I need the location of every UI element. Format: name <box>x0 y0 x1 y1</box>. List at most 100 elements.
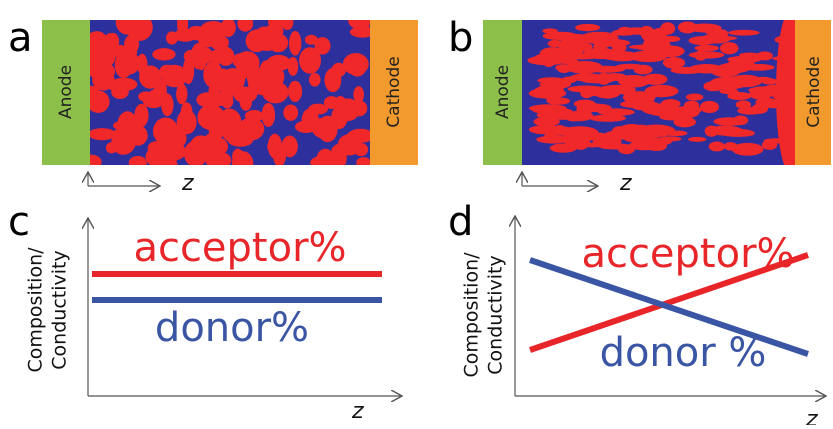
domain <box>351 100 367 116</box>
domain <box>555 64 571 71</box>
domain <box>733 115 748 125</box>
domain <box>354 143 368 156</box>
domain <box>580 88 593 98</box>
domain <box>198 116 222 128</box>
domain <box>238 118 264 141</box>
domain <box>663 57 685 69</box>
domain <box>621 75 640 85</box>
domain <box>237 15 253 31</box>
domain <box>543 54 558 60</box>
domain <box>724 142 737 151</box>
domain <box>590 115 626 122</box>
domain <box>533 117 559 127</box>
domain <box>317 149 334 168</box>
domain <box>714 78 748 83</box>
domain <box>116 9 139 35</box>
domain <box>324 96 339 109</box>
domain <box>288 81 302 102</box>
domain <box>87 91 110 113</box>
cathode-label: Cathode <box>804 56 824 127</box>
domain <box>639 26 654 38</box>
domain <box>666 109 695 116</box>
domain <box>625 99 655 107</box>
domain <box>267 55 291 71</box>
domain <box>191 54 212 64</box>
domain <box>546 97 570 104</box>
domain <box>221 68 245 92</box>
domain <box>686 94 703 101</box>
domain <box>197 26 217 48</box>
domain <box>271 10 285 31</box>
domain <box>356 157 371 168</box>
domain <box>597 73 611 85</box>
y-label: Composition/ <box>25 247 47 373</box>
domain <box>582 129 597 140</box>
domain <box>107 80 131 91</box>
domain <box>618 27 631 34</box>
domain <box>111 130 136 154</box>
domain <box>88 128 116 140</box>
domain <box>574 142 587 149</box>
domain <box>575 24 600 31</box>
domain <box>309 73 321 87</box>
domain <box>739 52 760 57</box>
domain <box>661 99 681 108</box>
panel-letter: a <box>8 15 33 61</box>
domain <box>204 147 217 160</box>
domain <box>647 45 664 57</box>
panel-letter: b <box>448 15 473 61</box>
domain <box>580 32 619 44</box>
domain <box>737 107 764 115</box>
domain <box>586 66 625 73</box>
domain <box>698 36 738 41</box>
domain <box>598 52 638 61</box>
domain <box>708 126 743 136</box>
donor-label: donor % <box>600 330 767 376</box>
domain <box>262 103 275 127</box>
domain <box>689 51 725 58</box>
domain <box>700 101 719 113</box>
panel-letter: d <box>448 199 473 245</box>
domain <box>176 84 187 105</box>
domain <box>156 141 177 168</box>
domain <box>678 21 697 33</box>
domain <box>762 78 778 84</box>
anode-label: Anode <box>56 65 76 119</box>
domain <box>324 68 341 92</box>
domain <box>232 149 244 165</box>
domain <box>563 133 578 144</box>
cathode-label: Cathode <box>384 56 404 127</box>
figure: a Anode Cathode z b Anode Cathode z c Co… <box>0 0 833 425</box>
axis-label: z <box>805 407 818 425</box>
panel-letter: c <box>8 199 30 245</box>
domain <box>645 141 667 151</box>
y-label: Conductivity <box>49 250 71 369</box>
domain <box>688 137 706 142</box>
domain <box>289 31 301 56</box>
domain <box>255 72 280 84</box>
domain <box>711 66 740 77</box>
domain <box>550 144 577 153</box>
domain <box>343 53 369 75</box>
domain <box>638 125 676 138</box>
domain <box>347 129 374 143</box>
domain <box>118 52 140 75</box>
axis-label: z <box>351 399 364 424</box>
domain <box>273 143 286 167</box>
anode-label: Anode <box>493 65 513 119</box>
domain <box>748 91 779 97</box>
acceptor-label: acceptor% <box>581 231 794 277</box>
domain <box>533 108 573 114</box>
domain <box>727 92 751 100</box>
y-label: Conductivity <box>485 255 507 374</box>
domain <box>152 48 175 60</box>
domain <box>652 28 670 36</box>
domain <box>129 156 147 170</box>
domain <box>709 142 725 152</box>
domain <box>166 31 178 44</box>
axis-label: z <box>181 171 194 196</box>
domain <box>600 109 629 116</box>
domain <box>177 110 197 135</box>
domain <box>208 49 232 64</box>
domain <box>254 31 280 51</box>
